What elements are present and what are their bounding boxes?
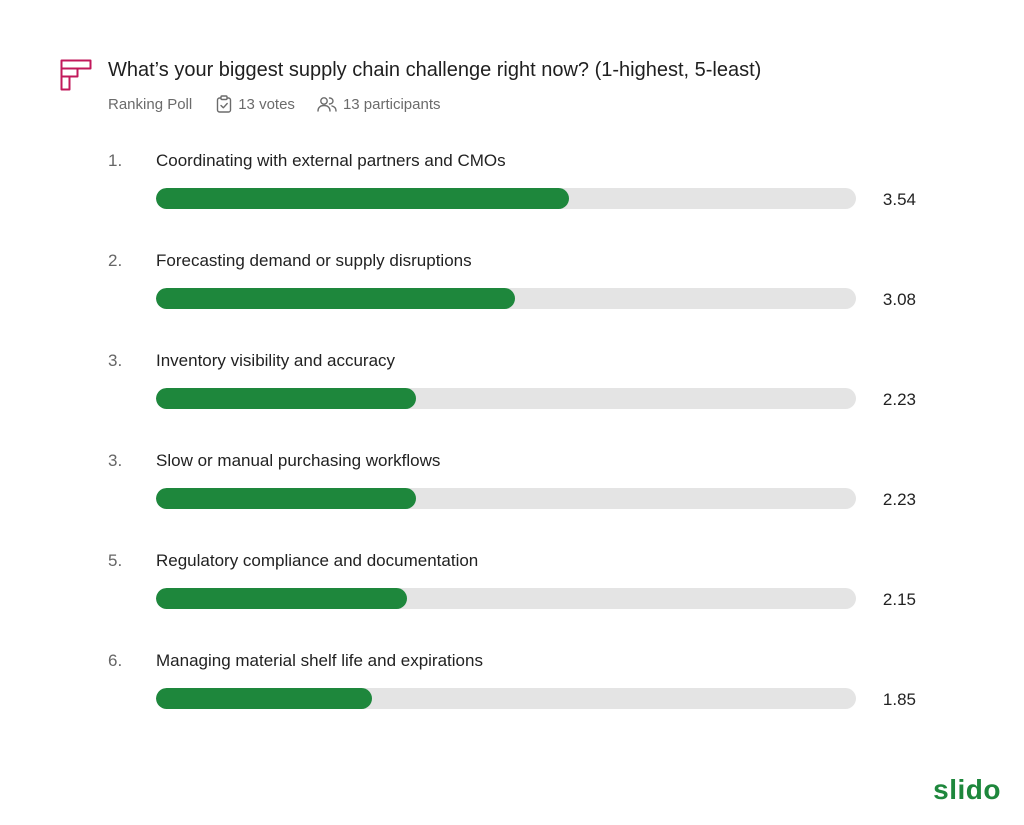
bar-fill: [156, 688, 372, 709]
option-label: Forecasting demand or supply disruptions: [156, 251, 472, 270]
option-label: Coordinating with external partners and …: [156, 151, 506, 170]
bar-track: [156, 588, 856, 609]
ranking-row: 2. Forecasting demand or supply disrupti…: [0, 250, 1024, 330]
poll-type: Ranking Poll: [108, 95, 193, 113]
rank-number: 2.: [108, 251, 123, 270]
score-value: 1.85: [882, 690, 916, 709]
ranking-row: 5. Regulatory compliance and documentati…: [0, 550, 1024, 630]
rank-number: 3.: [108, 351, 123, 370]
poll-meta: Ranking Poll 13 votes 13 participants: [108, 93, 441, 115]
rank-number: 3.: [108, 451, 123, 470]
votes-label: 13 votes: [238, 95, 295, 113]
votes-count: 13 votes: [216, 95, 295, 113]
bar-track: [156, 488, 856, 509]
score-value: 3.08: [882, 290, 916, 309]
poll-title: What’s your biggest supply chain challen…: [108, 59, 762, 81]
rank-number: 5.: [108, 551, 123, 570]
bar-fill: [156, 588, 407, 609]
bar-fill: [156, 188, 569, 209]
option-label: Regulatory compliance and documentation: [156, 551, 479, 570]
clipboard-check-icon: [217, 95, 232, 113]
ranking-row: 3. Inventory visibility and accuracy 2.2…: [0, 350, 1024, 430]
option-label: Slow or manual purchasing workflows: [156, 451, 441, 470]
score-value: 2.23: [882, 490, 916, 509]
bar-track: [156, 288, 856, 309]
bar-track: [156, 688, 856, 709]
rank-number: 6.: [108, 651, 123, 670]
bar-fill: [156, 288, 516, 309]
ranking-row: 6. Managing material shelf life and expi…: [0, 650, 1024, 730]
people-icon: [317, 97, 337, 112]
option-label: Managing material shelf life and expirat…: [156, 651, 483, 670]
participants-label: 13 participants: [342, 95, 441, 113]
score-value: 3.54: [882, 190, 916, 209]
ranking-row: 1. Coordinating with external partners a…: [0, 150, 1024, 230]
slido-logo: slido: [933, 774, 1001, 805]
score-value: 2.15: [882, 590, 916, 609]
ranking-poll-icon: [60, 59, 92, 91]
bar-fill: [156, 488, 417, 509]
score-value: 2.23: [882, 390, 916, 409]
option-label: Inventory visibility and accuracy: [156, 351, 396, 370]
bar-track: [156, 188, 856, 209]
rank-number: 1.: [108, 151, 123, 170]
ranking-row: 3. Slow or manual purchasing workflows 2…: [0, 450, 1024, 530]
bar-track: [156, 388, 856, 409]
participants-count: 13 participants: [317, 96, 441, 113]
bar-fill: [156, 388, 417, 409]
